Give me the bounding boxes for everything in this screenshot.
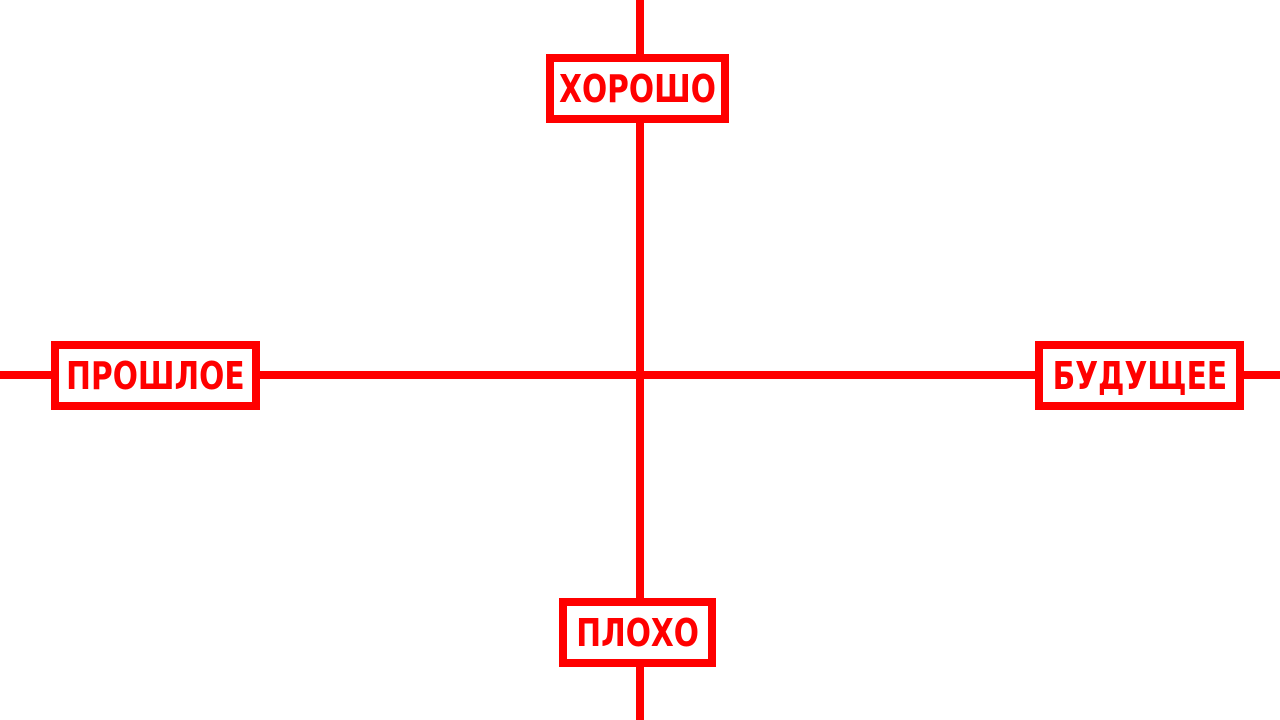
bottom-label-box: ПЛОХО (559, 598, 716, 667)
left-label: ПРОШЛОЕ (66, 353, 245, 398)
top-label-box: ХОРОШО (546, 54, 729, 123)
left-label-box: ПРОШЛОЕ (51, 341, 260, 410)
horizontal-axis-line (0, 371, 1280, 379)
bottom-label: ПЛОХО (576, 610, 699, 655)
right-label-box: БУДУЩЕЕ (1035, 341, 1244, 410)
right-label: БУДУЩЕЕ (1052, 353, 1227, 398)
top-label: ХОРОШО (559, 66, 716, 111)
vertical-axis-line (636, 0, 644, 720)
